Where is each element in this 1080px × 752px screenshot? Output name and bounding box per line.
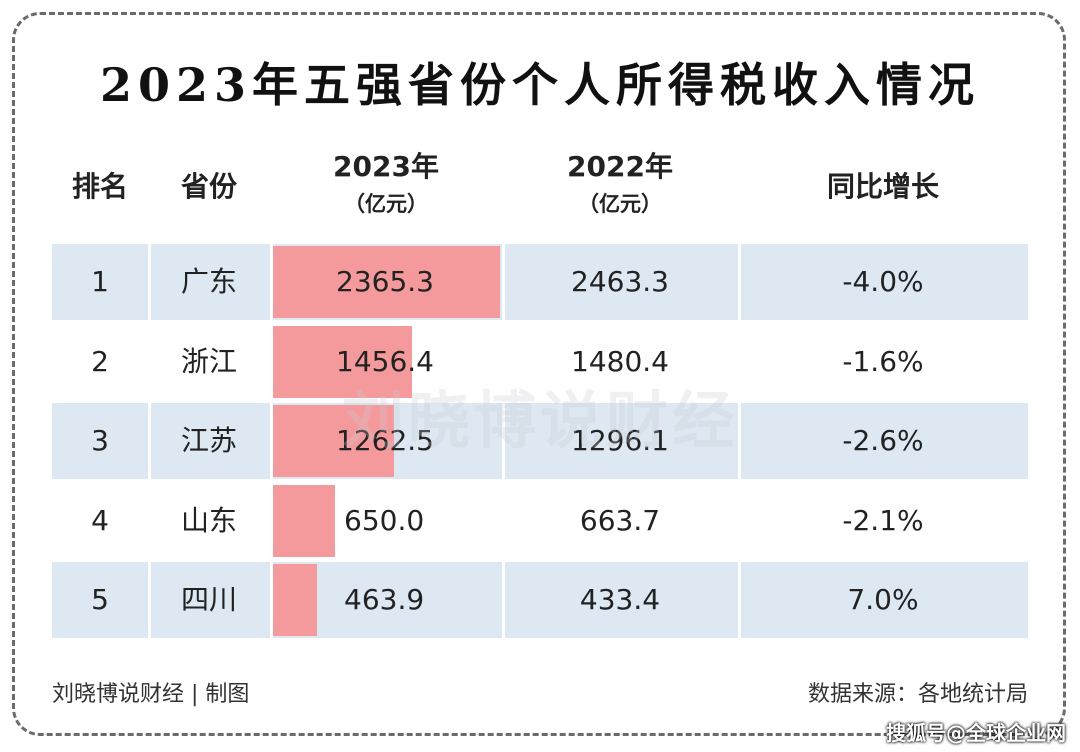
chart-frame xyxy=(12,12,1066,736)
header-2022-label: 2022年 xyxy=(567,150,673,183)
bar-2023 xyxy=(272,564,317,636)
growth-cell: -4.0% xyxy=(842,265,924,298)
value-2022-cell: 2463.3 xyxy=(571,265,669,298)
rank-cell: 5 xyxy=(91,583,109,616)
province-cell: 广东 xyxy=(180,265,237,298)
header-2023-unit: （亿元） xyxy=(344,192,428,216)
header-rank: 排名 xyxy=(52,170,148,204)
rank-cell: 2 xyxy=(91,345,109,378)
rank-cell: 1 xyxy=(91,265,109,298)
column-divider xyxy=(270,483,273,559)
column-divider xyxy=(270,244,273,320)
value-2022-cell: 433.4 xyxy=(579,583,661,616)
growth-cell: -2.6% xyxy=(842,424,924,457)
value-2023-label: 2365.3 xyxy=(336,265,434,298)
column-divider xyxy=(502,483,505,559)
column-divider xyxy=(148,324,151,400)
header-2023: 2023年 （亿元） xyxy=(270,150,502,218)
sohu-badge: 搜狐号@全球企业网 xyxy=(886,721,1066,745)
header-2023-label: 2023年 xyxy=(333,150,439,183)
rank-cell: 3 xyxy=(91,424,109,457)
value-2023-label: 463.9 xyxy=(344,583,425,616)
column-divider xyxy=(502,244,505,320)
value-2023-label: 1262.5 xyxy=(336,424,434,457)
header-growth: 同比增长 xyxy=(738,170,1028,204)
value-2022-cell: 1480.4 xyxy=(571,345,669,378)
province-cell: 江苏 xyxy=(180,424,237,457)
column-divider xyxy=(738,324,741,400)
table-row: 1 广东 2365.3 2463.3 -4.0% xyxy=(52,244,1028,320)
column-divider xyxy=(148,562,151,638)
header-province-label: 省份 xyxy=(180,170,237,203)
table-row: 2 浙江 1456.4 1480.4 -1.6% xyxy=(52,324,1028,400)
header-province: 省份 xyxy=(148,170,270,204)
footer-credit: 刘晓博说财经 | 制图 xyxy=(52,682,250,707)
column-divider xyxy=(270,562,273,638)
value-2023-label: 1456.4 xyxy=(336,345,434,378)
column-divider xyxy=(148,483,151,559)
column-divider xyxy=(738,562,741,638)
column-divider xyxy=(270,324,273,400)
value-2022-cell: 1296.1 xyxy=(571,424,669,457)
province-cell: 浙江 xyxy=(180,345,237,378)
value-2022-cell: 663.7 xyxy=(579,504,661,537)
column-divider xyxy=(270,403,273,479)
header-2022-unit: （亿元） xyxy=(578,192,662,216)
bar-2023 xyxy=(272,485,335,557)
province-cell: 四川 xyxy=(180,583,237,616)
column-divider xyxy=(738,483,741,559)
column-divider xyxy=(502,324,505,400)
province-cell: 山东 xyxy=(180,504,237,537)
bar-2023 xyxy=(272,405,394,477)
header-growth-label: 同比增长 xyxy=(826,170,939,203)
growth-cell: -1.6% xyxy=(842,345,924,378)
header-2022: 2022年 （亿元） xyxy=(502,150,738,218)
column-divider xyxy=(148,403,151,479)
value-2023-label: 650.0 xyxy=(344,504,425,537)
table-row: 3 江苏 1262.5 1296.1 -2.6% xyxy=(52,403,1028,479)
column-divider xyxy=(502,403,505,479)
rank-cell: 4 xyxy=(91,504,109,537)
growth-cell: -2.1% xyxy=(842,504,924,537)
bar-2023 xyxy=(272,246,500,318)
table-row: 5 四川 463.9 433.4 7.0% xyxy=(52,562,1028,638)
column-divider xyxy=(738,403,741,479)
header-rank-label: 排名 xyxy=(71,170,128,203)
column-divider xyxy=(148,244,151,320)
table-row: 4 山东 650.0 663.7 -2.1% xyxy=(52,483,1028,559)
footer-source: 数据来源：各地统计局 xyxy=(807,682,1028,707)
column-divider xyxy=(502,562,505,638)
growth-cell: 7.0% xyxy=(847,583,919,616)
column-divider xyxy=(738,244,741,320)
chart-title: 2023年五强省份个人所得税收入情况 xyxy=(99,58,981,112)
bar-2023 xyxy=(272,326,412,398)
